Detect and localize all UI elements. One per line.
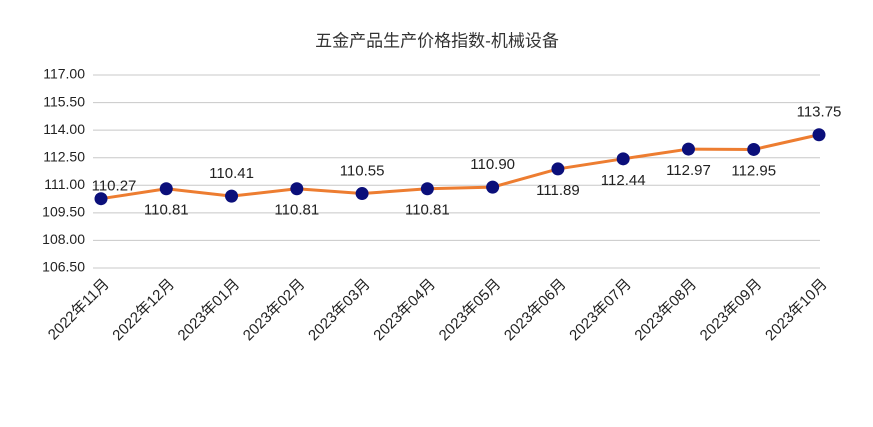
marker	[159, 182, 173, 196]
marker	[355, 187, 369, 201]
data-label: 112.95	[731, 162, 776, 179]
marker	[225, 189, 239, 203]
y-tick-label: 112.50	[43, 148, 85, 164]
data-label: 112.97	[666, 162, 711, 179]
data-label: 110.81	[274, 202, 319, 219]
x-tick-label: 2023年02月	[240, 276, 309, 345]
marker	[94, 192, 108, 206]
marker	[616, 152, 630, 166]
data-label: 113.75	[797, 104, 842, 121]
x-tick-label: 2023年09月	[697, 276, 766, 345]
y-tick-label: 115.50	[43, 93, 85, 109]
marker	[486, 180, 500, 194]
y-tick-label: 106.50	[42, 259, 85, 275]
line	[100, 133, 820, 201]
x-tick-label: 2023年05月	[436, 276, 505, 345]
y-tick-label: 109.50	[42, 204, 85, 220]
data-label: 111.89	[536, 182, 580, 199]
x-tick-label: 2023年08月	[631, 276, 700, 345]
data-label: 110.55	[340, 163, 385, 180]
data-label: 110.41	[209, 165, 254, 182]
marker	[551, 162, 565, 176]
x-tick-label: 2023年10月	[762, 276, 831, 345]
x-tick-label: 2023年01月	[175, 276, 244, 345]
marker	[747, 142, 761, 156]
data-label: 110.81	[405, 202, 450, 219]
y-tick-label: 114.00	[43, 121, 85, 137]
y-tick-label: 108.00	[42, 231, 85, 247]
y-tick-label: 117.00	[43, 66, 85, 82]
marker	[420, 182, 434, 196]
y-tick-label: 111.00	[44, 176, 85, 192]
data-label: 112.44	[601, 172, 646, 189]
x-tick-label: 2022年12月	[109, 276, 178, 345]
marker	[812, 128, 826, 142]
marker	[681, 142, 695, 156]
data-label: 110.90	[470, 156, 515, 173]
x-tick-label: 2023年03月	[305, 276, 374, 345]
x-tick-label: 2022年11月	[45, 276, 113, 344]
x-tick-label: 2023年07月	[566, 276, 635, 345]
x-tick-label: 2023年04月	[370, 276, 439, 345]
chart-title: 五金产品生产价格指数-机械设备	[315, 31, 559, 50]
marker	[290, 182, 304, 196]
x-tick-label: 2023年06月	[501, 276, 570, 345]
data-label: 110.81	[144, 202, 189, 219]
data-label: 110.27	[92, 178, 137, 195]
